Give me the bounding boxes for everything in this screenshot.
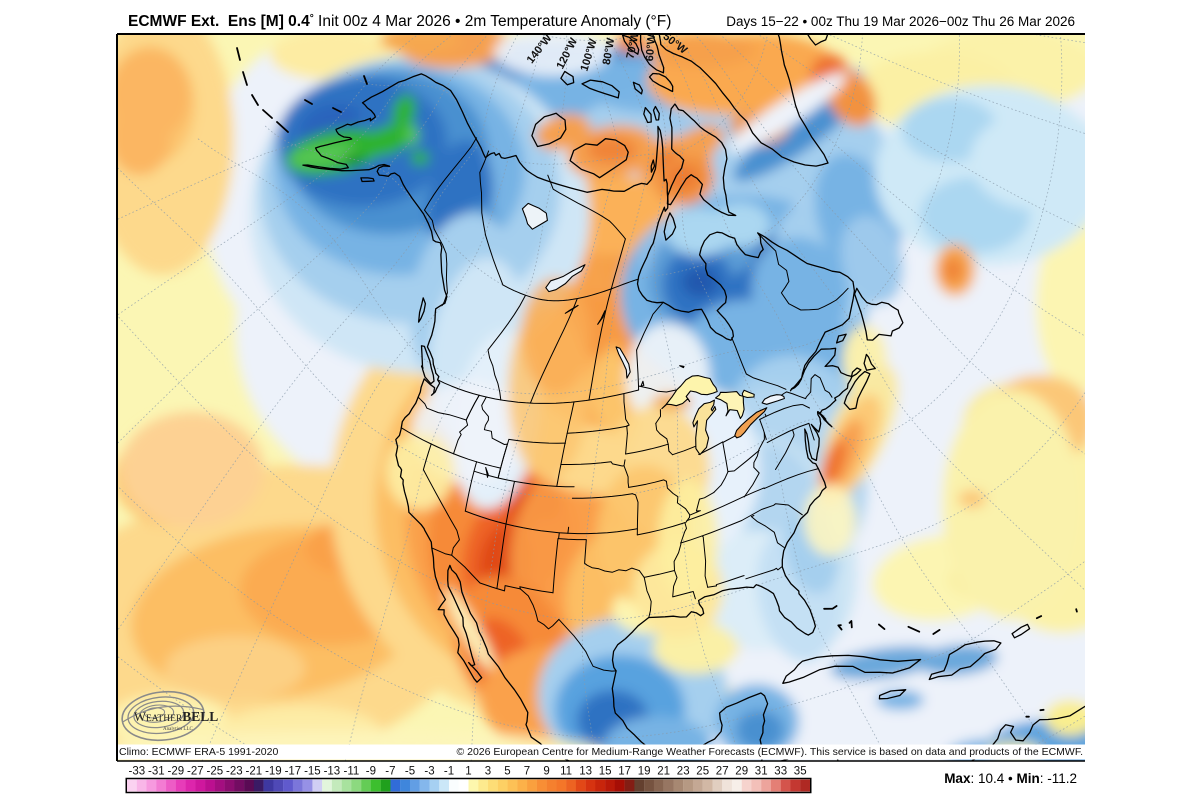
svg-text:-21: -21 (245, 766, 262, 778)
svg-text:© 2026 European Centre for Med: © 2026 European Centre for Medium-Range … (456, 746, 1083, 758)
svg-text:35: 35 (794, 766, 807, 778)
svg-text:3: 3 (485, 766, 491, 778)
svg-text:23: 23 (677, 766, 690, 778)
svg-text:-27: -27 (187, 766, 204, 778)
svg-text:33: 33 (774, 766, 787, 778)
svg-text:-17: -17 (285, 766, 302, 778)
svg-text:29: 29 (735, 766, 748, 778)
svg-text:-19: -19 (265, 766, 282, 778)
svg-text:25: 25 (696, 766, 709, 778)
svg-text:19: 19 (638, 766, 651, 778)
svg-text:-13: -13 (324, 766, 341, 778)
svg-text:11: 11 (560, 766, 572, 778)
svg-text:-23: -23 (226, 766, 243, 778)
svg-text:Days 15−22 • 00z Thu 19 Mar 20: Days 15−22 • 00z Thu 19 Mar 2026−00z Thu… (726, 14, 1075, 29)
svg-text:-29: -29 (167, 766, 184, 778)
svg-text:-25: -25 (206, 766, 223, 778)
svg-text:Max: 10.4 • Min: -11.2: Max: 10.4 • Min: -11.2 (944, 771, 1077, 786)
svg-text:60°W: 60°W (644, 33, 658, 62)
svg-text:21: 21 (657, 766, 670, 778)
svg-text:-1: -1 (444, 766, 454, 778)
svg-text:-31: -31 (148, 766, 165, 778)
svg-text:7: 7 (524, 766, 530, 778)
svg-text:-7: -7 (385, 766, 395, 778)
svg-text:15: 15 (599, 766, 612, 778)
svg-text:27: 27 (716, 766, 729, 778)
svg-text:17: 17 (618, 766, 631, 778)
svg-text:Climo: ECMWF ERA-5 1991-2020: Climo: ECMWF ERA-5 1991-2020 (119, 746, 278, 758)
svg-text:-33: -33 (128, 766, 145, 778)
svg-text:-15: -15 (304, 766, 321, 778)
svg-text:Analytics LLC: Analytics LLC (163, 727, 194, 732)
svg-text:-3: -3 (424, 766, 434, 778)
svg-text:9: 9 (543, 766, 549, 778)
svg-text:-9: -9 (366, 766, 376, 778)
svg-text:5: 5 (504, 766, 510, 778)
svg-text:-11: -11 (344, 766, 360, 778)
svg-text:1: 1 (465, 766, 471, 778)
svg-text:31: 31 (755, 766, 768, 778)
svg-text:13: 13 (579, 766, 592, 778)
svg-text:-5: -5 (405, 766, 415, 778)
svg-text:ECMWF Ext. Ens [M] 0.4° Init: ECMWF Ext. Ens [M] 0.4° Init 00z 4 Mar 2… (128, 13, 671, 30)
svg-text:80°W: 80°W (601, 37, 618, 66)
